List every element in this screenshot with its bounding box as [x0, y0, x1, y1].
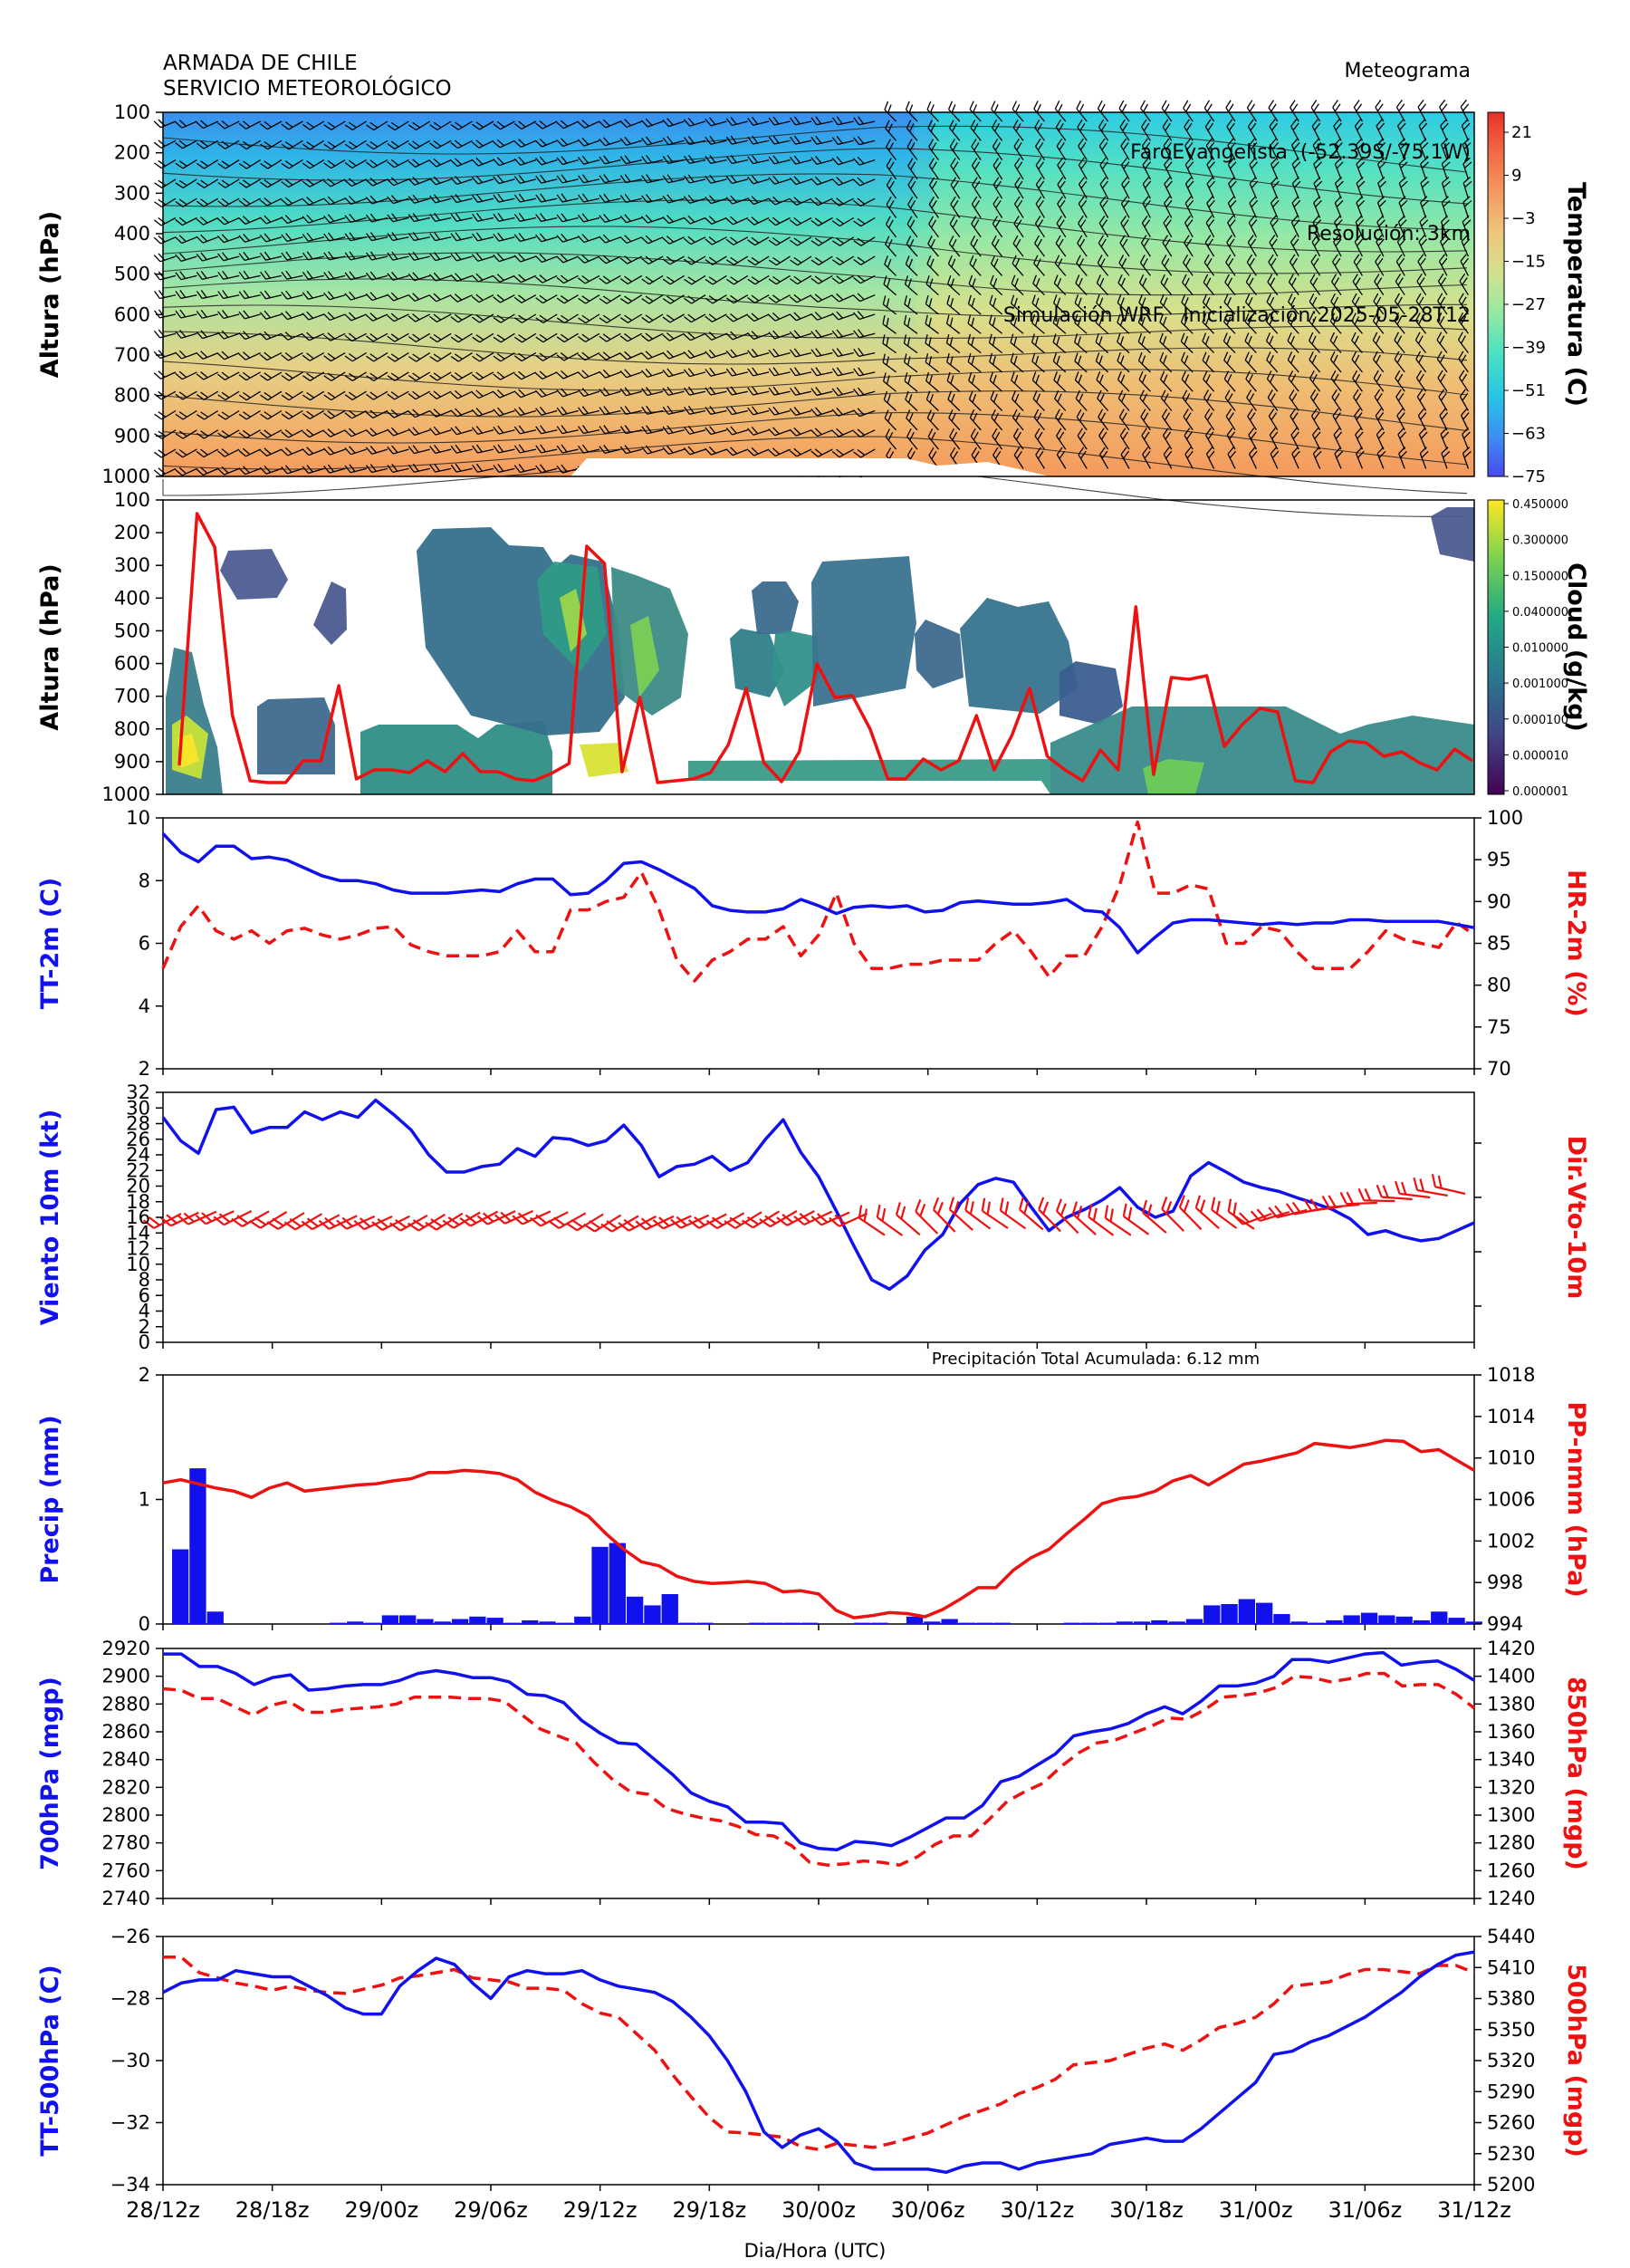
- tt2m-frame: [163, 818, 1474, 1069]
- wind-barb-flag: [155, 291, 160, 300]
- temperature-ytick-label: 200: [114, 142, 150, 164]
- cloud-colorbar-label: 0.300000: [1512, 534, 1568, 548]
- temperature-colorbar-label: 21: [1511, 123, 1532, 142]
- wind-direction-shaft: [418, 1215, 445, 1231]
- temperature-ytick-label: 700: [114, 344, 150, 366]
- temperature-y2label: Temperatura (C): [1562, 182, 1590, 407]
- cloud-ytick-label: 300: [114, 554, 150, 576]
- temperature-ytick-label: 400: [114, 223, 150, 245]
- wind-direction-barb: [477, 1200, 515, 1226]
- tt2m-y2label: HR-2m (%): [1562, 870, 1590, 1017]
- wind-speed-line: [163, 1100, 1474, 1290]
- cloud-patch: [1050, 706, 1474, 794]
- wind-direction-barb: [426, 1204, 463, 1233]
- org-service: SERVICIO METEOROLÓGICO: [163, 76, 452, 101]
- cloud-ytick-label: 700: [114, 686, 150, 707]
- tt2m-y2tick-label: 75: [1487, 1016, 1511, 1038]
- wind-direction-barb: [549, 1203, 586, 1231]
- wind-direction-barb: [232, 1201, 269, 1229]
- temperature-ytick-label: 1000: [102, 466, 150, 487]
- cloud-patch: [360, 721, 552, 794]
- wind-direction-shaft: [436, 1214, 463, 1230]
- tt2m-ytick-label: 2: [139, 1058, 150, 1080]
- cloud-patch: [257, 697, 335, 774]
- wind-direction-barb: [601, 1206, 638, 1234]
- station-name: FaroEvangelista (-52.39S/-75.1W): [1003, 139, 1471, 167]
- cloud-colorbar: [1488, 500, 1504, 794]
- temperature-colorbar: [1488, 112, 1504, 476]
- temperature-field-cold: [163, 112, 915, 476]
- cloud-patch: [1431, 507, 1474, 562]
- temperature-ytick-label: 800: [114, 385, 150, 407]
- org-name: ARMADA DE CHILE: [163, 51, 452, 76]
- cloud-ytick-label: 400: [114, 587, 150, 609]
- temperature-ytick-label: 300: [114, 182, 150, 204]
- cloud-colorbar-label: 0.040000: [1512, 606, 1568, 620]
- tt2m-y2tick-label: 100: [1487, 807, 1523, 829]
- temperature-colorbar-label: −63: [1511, 425, 1546, 444]
- temperature-ytick-label: 600: [114, 303, 150, 325]
- cloud-colorbar-label: 0.450000: [1512, 498, 1568, 512]
- tt2m-ylabel: TT-2m (C): [36, 878, 64, 1010]
- cloud-y2label: Cloud (g/kg): [1562, 562, 1590, 732]
- cloud-ytick-label: 600: [114, 653, 150, 675]
- tt2m-y2tick-label: 95: [1487, 849, 1511, 870]
- tt2m-y2tick-label: 90: [1487, 890, 1511, 912]
- cloud-colorbar-label: 0.010000: [1512, 642, 1568, 656]
- cloud-ylabel: Altura (hPa): [36, 563, 64, 730]
- cloud-ytick-label: 500: [114, 620, 150, 641]
- cloud-ytick-label: 1000: [102, 783, 150, 805]
- terrain-mask: [569, 781, 1050, 794]
- cloud-colorbar-label: 0.000001: [1512, 785, 1568, 799]
- temperature-ytick-label: 100: [114, 101, 150, 123]
- tt2m-ytick-label: 6: [139, 933, 150, 955]
- cloud-colorbar-label: 0.000010: [1512, 749, 1568, 763]
- hr2m-line: [163, 822, 1474, 981]
- cloud-patch: [313, 581, 347, 645]
- model-resolution: Resolución: 3km: [1003, 221, 1471, 248]
- temperature-ylabel: Altura (hPa): [36, 211, 64, 378]
- tt2m-ytick-label: 4: [139, 995, 150, 1017]
- cloud-colorbar-label: 0.000100: [1512, 714, 1568, 727]
- temperature-field-front: [896, 112, 933, 476]
- temperature-colorbar-label: −51: [1511, 381, 1546, 400]
- tt2m-y2tick-label: 80: [1487, 975, 1511, 996]
- temperature-colorbar-label: −27: [1511, 295, 1546, 314]
- cloud-ytick-label: 200: [114, 522, 150, 543]
- cloud-patch: [220, 549, 288, 600]
- wind-direction-barb: [443, 1202, 480, 1231]
- organization-block: ARMADA DE CHILE SERVICIO METEOROLÓGICO: [163, 51, 452, 101]
- tt2m-ytick-label: 10: [126, 807, 150, 829]
- tt2m-ytick-label: 8: [139, 870, 150, 891]
- cloud-ytick-label: 800: [114, 718, 150, 740]
- cloud-colorbar-label: 0.150000: [1512, 570, 1568, 583]
- temperature-colorbar-label: −3: [1511, 209, 1536, 228]
- cloud-colorbar-label: 0.001000: [1512, 678, 1568, 691]
- wind-barb-flag: [154, 272, 159, 281]
- temperature-ytick-label: 500: [114, 264, 150, 285]
- cloud-patch: [752, 581, 799, 634]
- tt2m-y2tick-label: 85: [1487, 933, 1511, 955]
- run-info-block: Meteograma FaroEvangelista (-52.39S/-75.…: [1003, 4, 1471, 384]
- cloud-patch: [915, 620, 964, 688]
- temperature-colorbar-label: 9: [1511, 167, 1521, 186]
- tt2m-y2tick-label: 70: [1487, 1058, 1511, 1080]
- wind-barb-flag: [154, 330, 159, 339]
- temperature-colorbar-label: −39: [1511, 339, 1546, 358]
- temperature-colorbar-label: −75: [1511, 467, 1546, 486]
- model-init: Simulación WRF Inicialización:2025-05-28…: [1003, 303, 1471, 330]
- cloud-ytick-label: 100: [114, 489, 150, 511]
- wind-direction-barb: [408, 1205, 446, 1234]
- temperature-ytick-label: 900: [114, 425, 150, 447]
- temperature-colorbar-label: −15: [1511, 253, 1546, 272]
- wind-direction-barb: [460, 1201, 497, 1228]
- product-name: Meteograma: [1003, 58, 1471, 85]
- cloud-ytick-label: 900: [114, 751, 150, 773]
